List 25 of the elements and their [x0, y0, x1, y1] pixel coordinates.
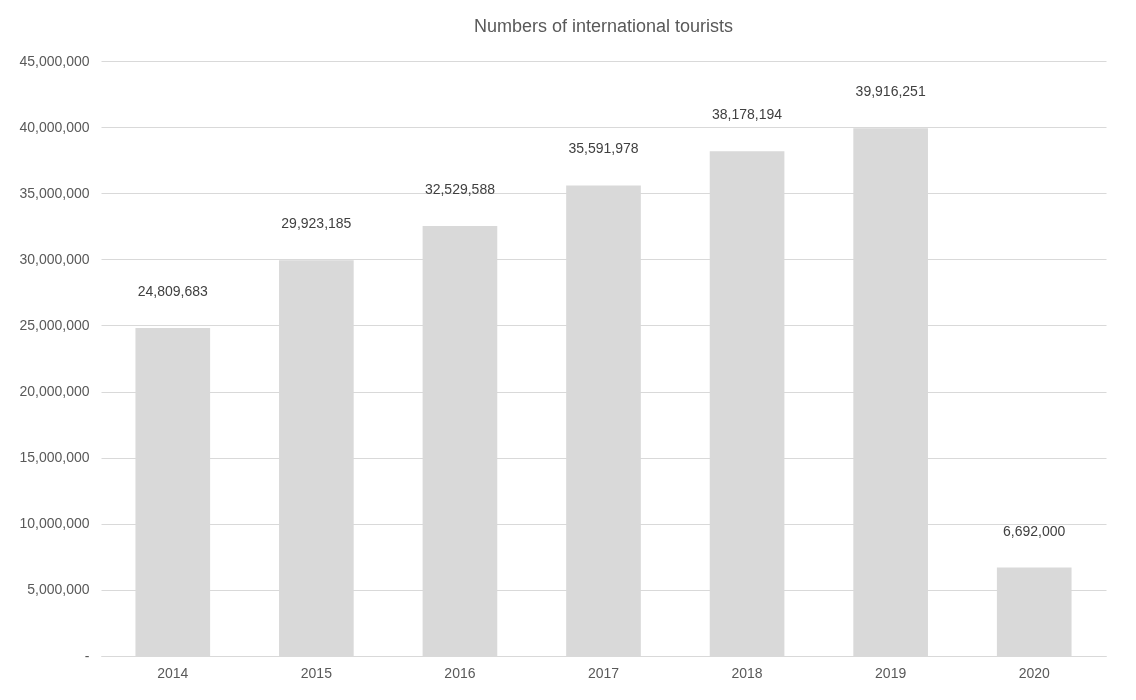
data-label: 24,809,683 — [137, 282, 209, 299]
data-label: 38,178,194 — [712, 106, 783, 123]
x-tick-label: 2019 — [875, 664, 907, 681]
x-tick-label: 2018 — [731, 664, 763, 681]
y-tick-label: 40,000,000 — [19, 118, 90, 135]
y-tick-label: 15,000,000 — [19, 449, 90, 466]
chart-title: Numbers of international tourists — [473, 16, 734, 36]
y-tick-label: 30,000,000 — [19, 250, 90, 267]
x-tick-label: 2020 — [1018, 664, 1050, 681]
x-tick-label: 2014 — [157, 664, 189, 681]
y-tick-label: 45,000,000 — [19, 52, 90, 69]
y-tick-label: 25,000,000 — [19, 316, 90, 333]
data-label: 32,529,588 — [424, 180, 496, 197]
data-label: 29,923,185 — [281, 215, 352, 232]
y-tick-label: 10,000,000 — [19, 515, 90, 532]
x-tick-label: 2016 — [444, 664, 476, 681]
y-tick-label: 5,000,000 — [27, 581, 90, 598]
x-tick-label: 2015 — [300, 664, 333, 681]
y-tick-label: - — [84, 647, 90, 664]
x-tick-label: 2017 — [587, 664, 620, 681]
y-tick-label: 35,000,000 — [19, 184, 90, 201]
y-tick-label: 20,000,000 — [19, 383, 90, 400]
data-label: 35,591,978 — [568, 140, 639, 157]
data-label: 6,692,000 — [1003, 522, 1066, 539]
data-label: 39,916,251 — [855, 83, 926, 100]
